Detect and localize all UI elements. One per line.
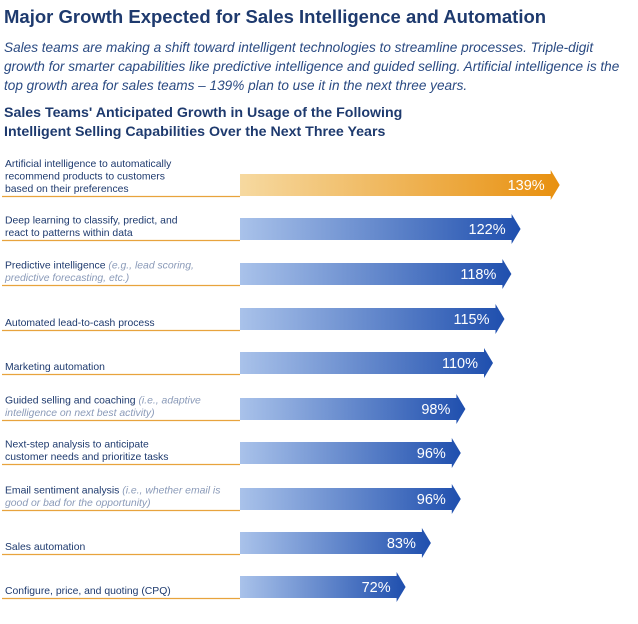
bar-110pct bbox=[240, 348, 493, 378]
category-label: Predictive intelligence (e.g., lead scor… bbox=[5, 261, 194, 272]
category-note: intelligence on next best activity) bbox=[5, 408, 155, 419]
headline: Major Growth Expected for Sales Intellig… bbox=[4, 6, 547, 27]
bar-value-label: 110% bbox=[442, 356, 478, 372]
category-text: Marketing automation bbox=[5, 362, 105, 373]
category-note: (i.e., whether email is bbox=[119, 486, 220, 497]
chart-title: Sales Teams' Anticipated Growth in Usage… bbox=[4, 104, 524, 142]
category-text: recommend products to customers bbox=[5, 172, 165, 183]
category-note: good or bad for the opportunity) bbox=[5, 498, 151, 509]
bar-115pct bbox=[240, 304, 505, 334]
chart-row: 122% Deep learning to classify, predict, … bbox=[2, 214, 521, 244]
category-label: predictive forecasting, etc.) bbox=[4, 273, 129, 284]
category-label: good or bad for the opportunity) bbox=[5, 498, 151, 509]
category-label: Guided selling and coaching (i.e., adapt… bbox=[5, 396, 201, 407]
category-text: customer needs and prioritize tasks bbox=[5, 452, 168, 463]
category-note: predictive forecasting, etc.) bbox=[4, 273, 129, 284]
category-label: Deep learning to classify, predict, and bbox=[5, 216, 178, 227]
bar-72pct bbox=[240, 572, 406, 602]
chart-title-line-2: Intelligent Selling Capabilities Over th… bbox=[4, 124, 386, 140]
intro-text: Sales teams are making a shift toward in… bbox=[4, 40, 620, 93]
category-text: Deep learning to classify, predict, and bbox=[5, 216, 178, 227]
bar-value-label: 98% bbox=[421, 402, 450, 418]
chart-row: 96% Next-step analysis to anticipatecusto… bbox=[2, 438, 461, 468]
chart-row: 96% Email sentiment analysis (i.e., wheth… bbox=[2, 484, 461, 514]
category-label: react to patterns within data bbox=[5, 228, 133, 239]
category-label: Email sentiment analysis (i.e., whether … bbox=[5, 486, 220, 497]
category-label: Marketing automation bbox=[5, 362, 105, 373]
bar-value-label: 96% bbox=[417, 492, 446, 508]
category-note: (e.g., lead scoring, bbox=[106, 261, 194, 272]
category-text: Next-step analysis to anticipate bbox=[5, 440, 149, 451]
bar-value-label: 72% bbox=[362, 580, 391, 596]
bar-118pct bbox=[240, 259, 512, 289]
bar-value-label: 139% bbox=[508, 178, 545, 194]
category-label: based on their preferences bbox=[5, 184, 129, 195]
category-text: Automated lead-to-cash process bbox=[5, 318, 155, 329]
category-label: recommend products to customers bbox=[5, 172, 165, 183]
bar-83pct bbox=[240, 528, 431, 558]
category-label: Sales automation bbox=[5, 542, 86, 553]
bar-122pct bbox=[240, 214, 521, 244]
category-label: intelligence on next best activity) bbox=[5, 408, 155, 419]
bar-139pct bbox=[240, 170, 560, 200]
category-text: Sales automation bbox=[5, 542, 86, 553]
category-text: based on their preferences bbox=[5, 184, 129, 195]
chart-row: 83% Sales automation bbox=[2, 528, 431, 558]
category-note: (i.e., adaptive bbox=[136, 396, 201, 407]
category-label: Next-step analysis to anticipate bbox=[5, 440, 149, 451]
category-text: Artificial intelligence to automatically bbox=[5, 159, 172, 170]
bar-value-label: 96% bbox=[417, 446, 446, 462]
category-label: Artificial intelligence to automatically bbox=[5, 159, 172, 170]
bar-value-label: 122% bbox=[469, 222, 506, 238]
chart-row: 118% Predictive intelligence (e.g., lead … bbox=[2, 259, 512, 289]
category-text: Guided selling and coaching bbox=[5, 396, 136, 407]
category-label: Automated lead-to-cash process bbox=[5, 318, 155, 329]
bar-96pct bbox=[240, 438, 461, 468]
category-text: react to patterns within data bbox=[5, 228, 133, 239]
bar-value-label: 83% bbox=[387, 536, 416, 552]
bar-value-label: 115% bbox=[453, 312, 489, 328]
bar-value-label: 118% bbox=[460, 267, 496, 283]
chart-row: 115% Automated lead-to-cash process bbox=[2, 304, 505, 334]
chart-row: 110% Marketing automation bbox=[2, 348, 493, 378]
chart-row: 72% Configure, price, and quoting (CPQ) bbox=[2, 572, 406, 602]
category-text: Configure, price, and quoting (CPQ) bbox=[5, 586, 171, 597]
category-text: Predictive intelligence bbox=[5, 261, 106, 272]
chart-title-line-1: Sales Teams' Anticipated Growth in Usage… bbox=[4, 105, 403, 121]
category-text: Email sentiment analysis bbox=[5, 486, 119, 497]
bar-98pct bbox=[240, 394, 466, 424]
category-label: Configure, price, and quoting (CPQ) bbox=[5, 586, 171, 597]
category-label: customer needs and prioritize tasks bbox=[5, 452, 168, 463]
chart-row: 98% Guided selling and coaching (i.e., ad… bbox=[2, 394, 466, 424]
bar-96pct bbox=[240, 484, 461, 514]
chart-row: 139% Artificial intelligence to automatic… bbox=[2, 159, 560, 200]
